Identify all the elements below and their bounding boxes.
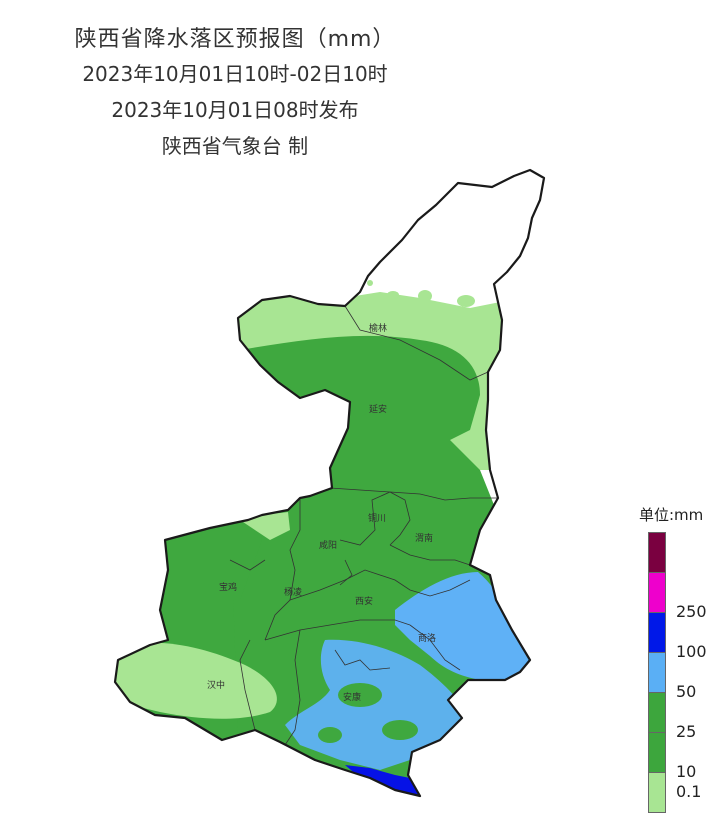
precipitation-legend: 单位:mm 250 100 50 25 10 0.1 (637, 504, 717, 813)
issue-time: 2023年10月01日08时发布 (111, 98, 359, 122)
city-label-tongchuan: 铜川 (368, 512, 386, 524)
city-label-xian: 西安 (355, 595, 373, 607)
issuing-agency: 陕西省气象台 制 (161, 134, 309, 158)
map-title: 陕西省降水落区预报图（mm） (74, 27, 396, 52)
legend-swatch (648, 692, 666, 732)
city-boundaries (229, 305, 498, 746)
city-label-baoji: 宝鸡 (219, 581, 237, 593)
scattered-light-rain-patches (367, 280, 475, 307)
city-label-yulin: 榆林 (369, 322, 387, 334)
legend-swatch (648, 532, 666, 572)
city-label-xianyang: 咸阳 (319, 539, 337, 551)
legend-level-label: 50 (676, 682, 697, 701)
legend-swatch (648, 652, 666, 692)
city-label-yanan: 延安 (369, 403, 387, 415)
legend-level-label: 10 (676, 762, 697, 781)
city-label-hanzhong: 汉中 (207, 679, 225, 691)
forecast-period: 2023年10月01日10时-02日10时 (82, 62, 388, 86)
legend-color-bar (648, 532, 666, 813)
map-title-block: 陕西省降水落区预报图（mm） 2023年10月01日10时-02日10时 202… (0, 24, 470, 164)
legend-swatch (648, 572, 666, 612)
city-label-shangluo: 商洛 (418, 632, 436, 644)
province-outline (113, 168, 546, 798)
legend-level-label: 250 (676, 602, 707, 621)
legend-unit-title: 单位:mm (639, 506, 704, 524)
city-label-weinan: 渭南 (415, 532, 433, 544)
city-label-ankang: 安康 (343, 691, 361, 703)
rainfall-areas (115, 170, 544, 796)
legend-level-label: 25 (676, 722, 697, 741)
legend-swatch (648, 612, 666, 652)
legend-level-label: 0.1 (676, 782, 702, 801)
city-label-yangling: 杨凌 (284, 586, 302, 598)
legend-swatch (648, 732, 666, 772)
legend-swatch (648, 772, 666, 813)
legend-level-label: 100 (676, 642, 707, 661)
